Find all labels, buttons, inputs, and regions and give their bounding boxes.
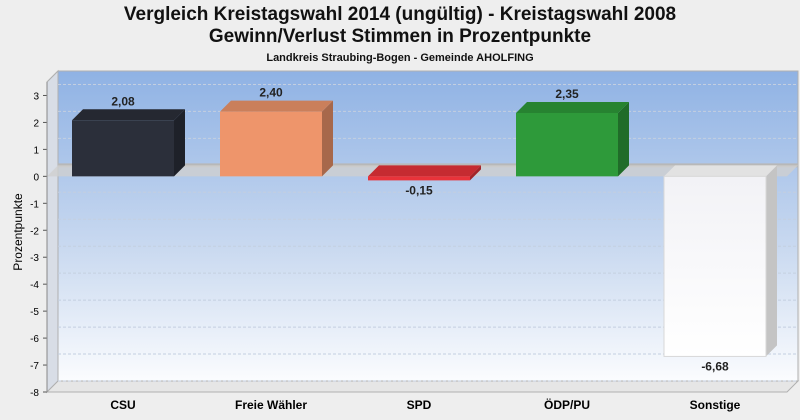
plot-side-wall: [46, 69, 59, 394]
bar-sonstige: [663, 165, 777, 357]
x-tick-label: SPD: [407, 398, 432, 412]
data-label: -0,15: [405, 183, 433, 197]
bar-front: [516, 113, 618, 177]
bar-top: [72, 109, 185, 121]
data-label: 2,40: [259, 86, 283, 100]
y-tick-label: 3: [33, 91, 39, 102]
bar-spd: [368, 165, 481, 181]
y-tick-label: -3: [30, 253, 39, 264]
y-tick-label: 2: [33, 118, 39, 129]
data-label: 2,35: [555, 87, 579, 101]
x-tick-label: CSU: [110, 398, 135, 412]
chart-title-line2: Gewinn/Verlust Stimmen in Prozentpunkte: [208, 26, 592, 47]
y-tick-label: -7: [30, 361, 39, 372]
bar-side: [766, 165, 777, 357]
bar-front: [368, 176, 470, 181]
y-tick-label: 1: [33, 145, 39, 156]
data-label: -6,68: [701, 359, 729, 373]
y-tick-label: 0: [33, 172, 39, 183]
bar-front: [220, 111, 322, 177]
bar-side: [618, 102, 629, 177]
bar-freie-w-hler: [220, 100, 333, 177]
axes: 3 2 1 0 -1 -2 -3 -4 -5 -6 -7 -8 Prozentpunkte: [11, 82, 48, 399]
x-tick-label: Freie Wähler: [235, 398, 307, 412]
bar-top: [368, 165, 481, 177]
bar--dp-pu: [516, 102, 629, 177]
bar-side: [322, 100, 333, 177]
y-tick-label: -6: [30, 334, 39, 345]
bar-top: [664, 165, 777, 177]
chart-subtitle: Landkreis Straubing-Bogen - Gemeinde AHO…: [266, 52, 534, 64]
chart-title: Vergleich Kreistagswahl 2014 (ungültig) …: [0, 4, 800, 48]
y-tick-label: -2: [30, 226, 39, 237]
y-tick-label: -5: [30, 307, 39, 318]
bar-top: [516, 102, 629, 113]
labels: 2,08 CSU 2,40 Freie Wähler -0,15 SPD 2,35 ÖDP/P…: [110, 86, 740, 412]
y-tick-label: -8: [30, 388, 39, 399]
data-label: 2,08: [111, 94, 135, 108]
y-tick-label: -1: [30, 199, 39, 210]
x-tick-label: ÖDP/PU: [544, 397, 590, 412]
bar-front: [663, 175, 767, 357]
plot-floor: [45, 380, 800, 393]
bar-csu: [72, 109, 185, 177]
bar-side: [470, 165, 481, 181]
y-axis-label: Prozentpunkte: [11, 193, 25, 271]
bars: [72, 100, 777, 357]
bar-top: [220, 100, 333, 112]
x-tick-label: Sonstige: [690, 398, 741, 412]
bar-front: [72, 120, 174, 177]
y-tick-label: -4: [30, 280, 39, 291]
chart-title-line1: Vergleich Kreistagswahl 2014 (ungültig) …: [123, 4, 677, 25]
bar-side: [174, 109, 185, 177]
